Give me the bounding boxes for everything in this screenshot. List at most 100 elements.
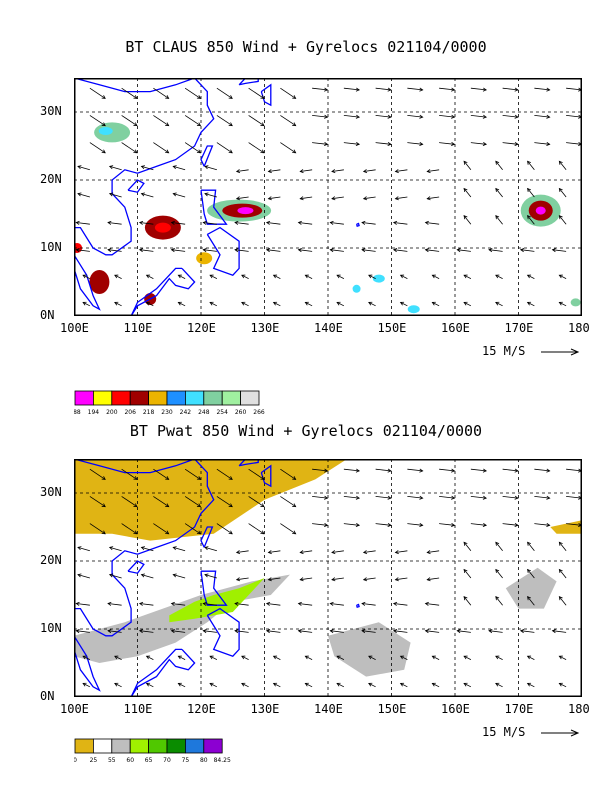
wind-vector xyxy=(495,542,503,552)
wind-vector xyxy=(393,249,408,252)
wind-vector xyxy=(368,683,376,688)
wind-vector xyxy=(343,142,360,145)
colorbar1-svg: 188 194 200 206 218 230 242 248 254 260 266 xyxy=(69,390,265,416)
wind-vector xyxy=(139,249,154,252)
wind-vector xyxy=(527,569,535,579)
map1-canvas xyxy=(74,78,582,316)
wind-vector-head xyxy=(145,655,151,660)
map-background xyxy=(74,78,582,316)
wind-vector xyxy=(502,115,518,118)
wind-vector xyxy=(534,523,550,526)
wind-vector-head xyxy=(140,192,145,197)
wind-vector xyxy=(248,468,265,480)
lon-label: 140E xyxy=(314,702,343,716)
cloud-patch xyxy=(535,206,546,215)
wind-vector-head xyxy=(133,122,138,127)
wind-vector xyxy=(395,577,408,581)
wind-vector xyxy=(502,496,518,499)
wind-vector-head xyxy=(463,682,468,687)
wind-vector-head xyxy=(495,187,500,193)
wind-vector-head xyxy=(336,682,341,687)
wind-vector xyxy=(375,523,391,526)
wind-vector xyxy=(559,274,567,279)
wind-vector xyxy=(280,142,296,154)
wind-vector xyxy=(395,550,408,553)
wind-vector-head xyxy=(265,220,271,225)
wind-vector xyxy=(268,169,281,172)
colorbar-tick-label: 260 xyxy=(235,409,247,416)
wind-vector-head xyxy=(260,149,265,154)
wind-vector-head xyxy=(292,149,297,154)
wind-vector xyxy=(495,655,503,660)
wind-vector-head xyxy=(299,550,304,555)
wind-vector xyxy=(361,249,376,252)
wind-vector xyxy=(184,496,201,507)
wind-vector-head xyxy=(101,149,106,154)
wind-vector xyxy=(298,249,313,252)
wind-vector-head xyxy=(196,476,202,480)
wind-vector xyxy=(407,496,423,499)
wind-vector xyxy=(89,87,106,99)
wind-vector-head xyxy=(108,192,114,197)
wind-vector xyxy=(89,142,106,154)
wind-vector-head xyxy=(177,655,182,660)
wind-vector xyxy=(184,115,201,126)
wind-vector xyxy=(527,655,535,660)
wind-vector-head xyxy=(107,629,112,634)
wind-vector xyxy=(427,169,440,172)
wind-vector-head xyxy=(463,160,468,165)
wind-vector-head xyxy=(267,577,272,582)
wind-vector xyxy=(241,683,249,688)
lon-label: 110E xyxy=(123,702,153,716)
lon-label: 120E xyxy=(187,321,216,335)
lon-label: 160E xyxy=(441,321,470,335)
wind-vector xyxy=(463,274,472,279)
wind-vector-head xyxy=(209,655,214,660)
wind-vector xyxy=(203,222,217,225)
wind-vector-head xyxy=(463,301,468,306)
wind-vector-head xyxy=(451,141,456,146)
colorbar-tick-label: 55 xyxy=(108,757,116,764)
wind-vector-head xyxy=(165,122,170,127)
wind-vector xyxy=(76,630,90,633)
wind-vector-head xyxy=(241,274,246,279)
wind-vector-head xyxy=(399,655,405,660)
wind-vector xyxy=(534,115,550,118)
wind-vector xyxy=(216,523,233,535)
wind-vector-head xyxy=(331,577,336,582)
wind-vector-head xyxy=(451,468,456,473)
wind-vector xyxy=(114,655,122,660)
wind-vector-head xyxy=(431,301,436,306)
panel1-title: BT CLAUS 850 Wind + Gyrelocs 021104/0000 xyxy=(125,38,487,56)
wind-vector-head xyxy=(514,522,519,527)
wind-vector xyxy=(146,655,154,660)
wind-vector-head xyxy=(138,220,144,225)
wind-vector xyxy=(432,655,440,660)
coastline xyxy=(127,560,145,574)
wind-vector xyxy=(173,193,186,198)
wind-vector-head xyxy=(138,248,144,253)
wind-vector-head xyxy=(292,530,297,535)
wind-vector xyxy=(361,603,376,606)
wind-vector xyxy=(209,683,218,688)
colorbar-tick-label: 188 xyxy=(74,409,81,416)
wind-vector xyxy=(566,87,582,91)
wind-vector-head xyxy=(368,682,373,687)
wind-vector xyxy=(343,523,360,526)
wind-vector-head xyxy=(482,87,488,92)
wind-vector xyxy=(268,196,281,200)
wind-vector xyxy=(184,142,201,154)
wind-vector xyxy=(502,468,518,472)
coastline xyxy=(130,267,196,316)
wind-vector-head xyxy=(145,682,151,687)
wind-vector-head xyxy=(234,601,239,606)
wind-vector-head xyxy=(527,215,531,220)
wind-vector xyxy=(395,196,408,200)
wind-vector xyxy=(495,188,503,198)
wind-vector xyxy=(495,596,503,606)
cloud-patch xyxy=(352,284,361,293)
wind-vector xyxy=(280,523,296,535)
colorbar-swatch xyxy=(111,390,131,406)
wind-vector-head xyxy=(362,196,368,201)
wind-vector xyxy=(312,87,328,91)
